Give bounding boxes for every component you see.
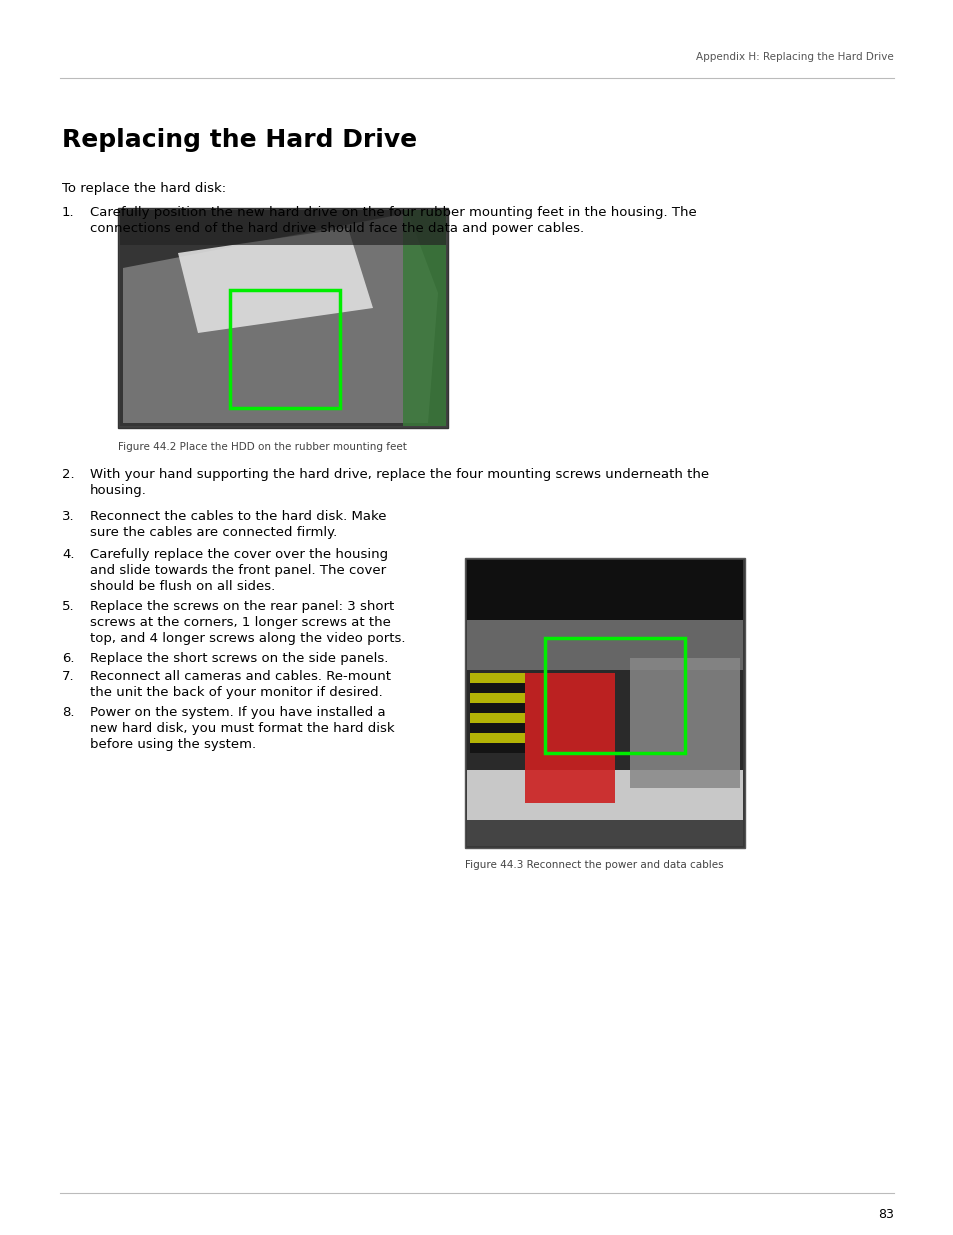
Bar [544,638,684,753]
Text: should be flush on all sides.: should be flush on all sides. [90,580,275,593]
Text: 2.: 2. [62,468,74,480]
Bar [470,703,524,713]
Bar [467,559,742,620]
Text: Reconnect all cameras and cables. Re-mount: Reconnect all cameras and cables. Re-mou… [90,671,391,683]
Bar [464,558,744,848]
Text: To replace the hard disk:: To replace the hard disk: [62,182,226,195]
Text: Replace the short screws on the side panels.: Replace the short screws on the side pan… [90,652,388,664]
Text: Reconnect the cables to the hard disk. Make: Reconnect the cables to the hard disk. M… [90,510,386,522]
Bar [402,210,446,426]
Bar [470,683,524,693]
Bar [629,658,740,788]
Text: Replacing the Hard Drive: Replacing the Hard Drive [62,128,416,152]
Text: Figure 44.2 Place the HDD on the rubber mounting feet: Figure 44.2 Place the HDD on the rubber … [118,442,406,452]
Bar [120,210,446,426]
Text: screws at the corners, 1 longer screws at the: screws at the corners, 1 longer screws a… [90,616,391,629]
Text: Appendix H: Replacing the Hard Drive: Appendix H: Replacing the Hard Drive [696,52,893,62]
Bar [470,734,524,743]
Text: before using the system.: before using the system. [90,739,255,751]
Text: top, and 4 longer screws along the video ports.: top, and 4 longer screws along the video… [90,632,405,645]
Text: new hard disk, you must format the hard disk: new hard disk, you must format the hard … [90,722,395,735]
Polygon shape [123,212,437,424]
Bar [470,693,524,703]
Text: Carefully replace the cover over the housing: Carefully replace the cover over the hou… [90,548,388,561]
Bar [470,722,524,734]
Bar [470,743,524,753]
Text: the unit the back of your monitor if desired.: the unit the back of your monitor if des… [90,685,382,699]
Bar [467,671,742,769]
Bar [470,673,524,683]
Bar [470,713,524,722]
Text: 1.: 1. [62,206,74,219]
Text: sure the cables are connected firmly.: sure the cables are connected firmly. [90,526,337,538]
Text: 8.: 8. [62,706,74,719]
Bar [467,620,742,671]
Text: 83: 83 [877,1208,893,1221]
Text: Power on the system. If you have installed a: Power on the system. If you have install… [90,706,385,719]
Text: housing.: housing. [90,484,147,496]
Text: Carefully position the new hard drive on the four rubber mounting feet in the ho: Carefully position the new hard drive on… [90,206,696,219]
Bar [467,820,742,846]
Text: 3.: 3. [62,510,74,522]
Text: With your hand supporting the hard drive, replace the four mounting screws under: With your hand supporting the hard drive… [90,468,708,480]
Text: and slide towards the front panel. The cover: and slide towards the front panel. The c… [90,564,386,577]
Bar [120,210,446,245]
Bar [230,290,339,408]
Bar [524,673,615,803]
Bar [467,769,742,820]
Text: Figure 44.3 Reconnect the power and data cables: Figure 44.3 Reconnect the power and data… [464,860,723,869]
Text: 5.: 5. [62,600,74,613]
Text: 7.: 7. [62,671,74,683]
Polygon shape [178,228,373,333]
Text: connections end of the hard drive should face the data and power cables.: connections end of the hard drive should… [90,222,583,235]
Text: 4.: 4. [62,548,74,561]
Text: Replace the screws on the rear panel: 3 short: Replace the screws on the rear panel: 3 … [90,600,394,613]
Bar [118,207,448,429]
Text: 6.: 6. [62,652,74,664]
